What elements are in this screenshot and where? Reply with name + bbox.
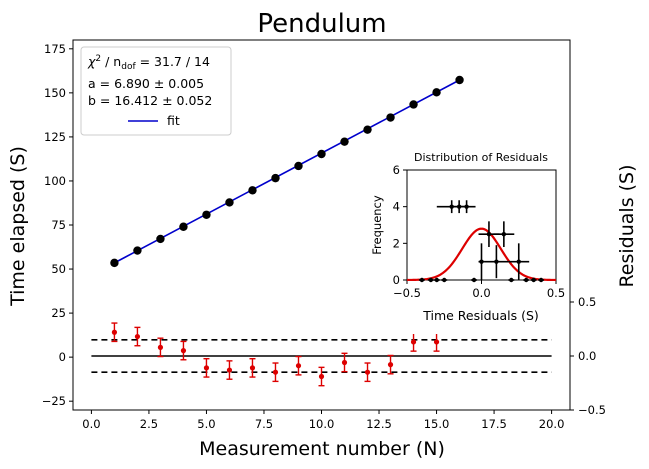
inset-x-tick-label: 0.0 [472,286,490,300]
y-tick-label: 175 [44,42,66,56]
residual-point [157,344,164,350]
residual-point [433,339,440,345]
residual-point [341,359,348,366]
inset-y-tick-label: 0 [393,273,400,287]
residual-point [203,365,210,371]
residual-point [295,363,302,369]
x-tick-label: 7.5 [255,417,273,431]
y-tick-label: 50 [51,262,66,276]
data-point [202,210,211,219]
y-tick-label: 0 [59,350,66,364]
histogram-point [428,277,434,283]
inset-x-tick-label: 0.5 [547,286,565,300]
legend-box [80,46,232,136]
data-point [225,198,234,207]
x-axis-label: Measurement number (N) [199,438,445,460]
data-point [317,149,326,159]
y-tick-label: 150 [44,86,66,100]
x-tick-label: 5.0 [197,417,215,431]
legend-dof-sub: dof [121,62,136,72]
y-tick-label: 75 [51,218,66,232]
inset-x-label: Time Residuals (S) [422,308,539,323]
histogram-point [524,277,529,283]
inset-y-tick-label: 2 [393,236,400,250]
histogram-point [494,259,499,264]
histogram-point [486,231,492,237]
data-point [455,75,464,85]
legend-param-b: b = 16.412 ± 0.052 [88,93,212,108]
residual-point [249,365,256,371]
inset-x-tick-label: −0.5 [393,286,421,300]
residual-tick-label: 0.5 [578,295,596,309]
histogram-point [479,259,484,264]
legend-chi-sup: 2 [95,54,101,64]
y-tick-label: 100 [44,174,66,188]
data-point [179,222,188,231]
data-point [133,246,142,255]
histogram-point [516,259,521,264]
data-point [110,258,119,268]
data-point [409,100,418,109]
residual-point [410,339,417,345]
data-point [248,186,257,195]
residuals-axis-label: Residuals (S) [616,164,638,287]
x-tick-label: 15.0 [424,417,450,431]
x-tick-label: 12.5 [366,417,392,431]
data-point [271,173,280,183]
residual-point [364,369,371,375]
histogram-point [419,277,425,283]
residual-point [134,333,141,340]
x-tick-label: 10.0 [309,417,335,431]
y-tick-label: −25 [42,394,66,408]
y-tick-label: 25 [51,306,66,320]
histogram-point [434,277,439,283]
residual-point [226,367,233,373]
legend: χ2 / ndof = 31.7 / 14 a = 6.890 ± 0.005 … [80,46,232,136]
chart-title: Pendulum [257,9,386,39]
data-point [363,125,372,134]
inset-y-label: Frequency [370,195,384,255]
histogram-point [442,277,447,283]
x-tick-label: 0.0 [82,417,100,431]
histogram-point [501,231,507,237]
x-tick-label: 20.0 [539,417,565,431]
histogram-point [471,277,477,283]
residual-point [111,329,118,335]
histogram-point [509,277,514,283]
legend-param-a: a = 6.890 ± 0.005 [88,76,204,91]
x-tick-label: 2.5 [140,417,158,431]
inset-title: Distribution of Residuals [414,151,548,164]
legend-chi2-line: χ2 / ndof = 31.7 / 14 [87,54,210,72]
data-point [294,161,303,171]
legend-chi2-value: = 31.7 / 14 [136,54,210,69]
residual-point [387,362,394,368]
residual-point [272,369,279,375]
fit-line [114,79,460,264]
data-point [386,113,395,122]
histogram-point [464,204,469,209]
data-point [340,137,349,146]
histogram-point [531,277,536,283]
legend-fit-label: fit [167,113,180,128]
x-tick-label: 17.5 [481,417,507,431]
histogram-point [538,277,544,283]
residual-tick-label: −0.5 [578,403,606,417]
inset-y-tick-label: 6 [393,163,400,177]
residual-point [180,348,187,354]
data-point [432,88,441,97]
residual-tick-label: 0.0 [578,349,596,363]
inset-y-tick-label: 4 [393,200,400,214]
data-point [156,234,165,244]
y-axis-label: Time elapsed (S) [7,146,29,307]
legend-chi-symbol: χ [87,54,96,69]
legend-n-label: / n [101,54,121,69]
residual-point [318,373,325,380]
y-tick-label: 125 [44,130,66,144]
